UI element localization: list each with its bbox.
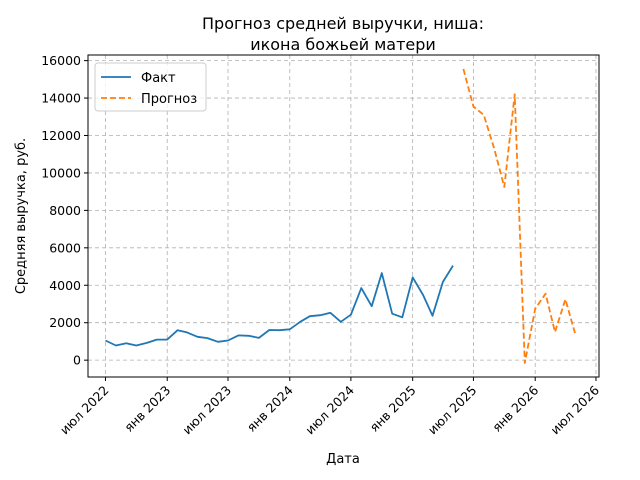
- x-tick-label: июл 2023: [179, 383, 234, 438]
- x-tick-label: янв 2026: [489, 382, 541, 434]
- y-tick-label: 0: [73, 353, 81, 368]
- y-axis-label: Средняя выручка, руб.: [14, 138, 29, 294]
- x-tick-label: июл 2025: [425, 383, 480, 438]
- y-tick-label: 16000: [41, 53, 81, 68]
- chart-title-line-2: икона божьей матери: [250, 35, 436, 54]
- y-tick-label: 4000: [49, 278, 81, 293]
- x-tick-label: янв 2025: [367, 383, 419, 435]
- legend: Факт Прогноз: [94, 62, 207, 112]
- y-tick-label: 2000: [49, 315, 81, 330]
- y-tick-label: 6000: [49, 240, 81, 255]
- plot-frame: [87, 54, 600, 378]
- x-tick-label: июл 2024: [302, 382, 357, 437]
- x-tick-label: янв 2024: [244, 382, 296, 434]
- legend-label-forecast: Прогноз: [141, 92, 197, 107]
- series-line-forecast: [462, 68, 577, 364]
- y-axis: 0 2000 4000 6000 8000 10000 12000 14000 16000: [41, 53, 88, 368]
- legend-box: [94, 62, 207, 112]
- x-tick-label: июл 2026: [547, 382, 602, 437]
- y-tick-label: 10000: [41, 165, 81, 180]
- y-tick-label: 8000: [49, 203, 81, 218]
- y-tick-label: 14000: [41, 91, 81, 106]
- grid: [88, 55, 599, 377]
- x-tick-label: июл 2022: [57, 383, 112, 438]
- chart-title-line-1: Прогноз средней выручки, ниша:: [202, 14, 484, 33]
- y-tick-label: 12000: [41, 128, 81, 143]
- x-axis: июл 2022 янв 2023 июл 2023 янв 2024 июл 2024…: [57, 377, 602, 437]
- x-axis-label: Дата: [326, 452, 360, 467]
- x-tick-label: янв 2023: [121, 383, 173, 435]
- series-layer: [105, 68, 577, 364]
- legend-label-fact: Факт: [141, 71, 176, 86]
- series-line-fact: [105, 265, 454, 347]
